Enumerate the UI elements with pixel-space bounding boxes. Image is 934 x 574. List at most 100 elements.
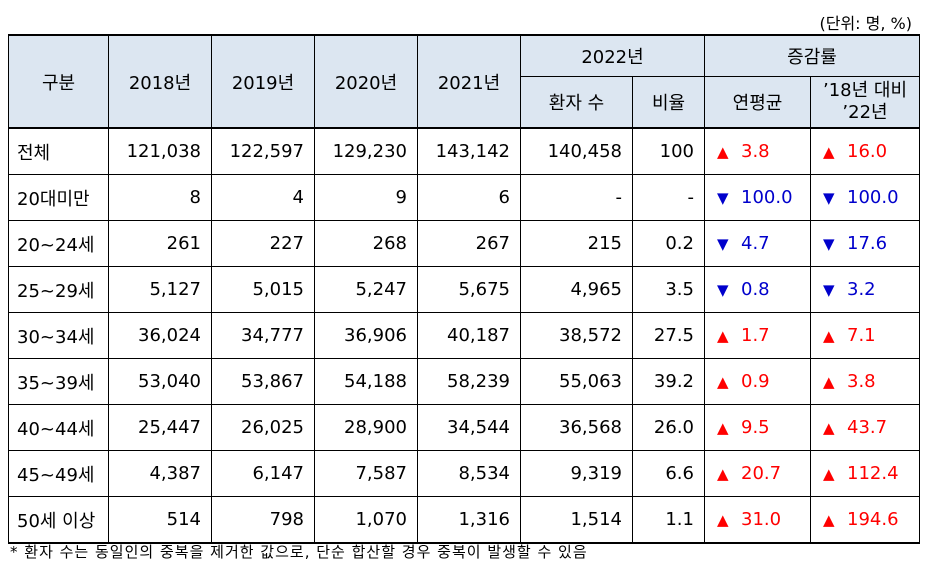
cell-annual-average: ▲ 31.0 [704, 496, 811, 544]
header-row-2: 환자 수 비율 연평균 ’18년 대비 ’22년 [9, 76, 920, 129]
cell-vs-2018: ▲ 43.7 [810, 404, 920, 451]
header-2021: 2021년 [417, 34, 521, 129]
row-label: 25~29세 [8, 266, 109, 313]
cell-annual-average: ▲ 0.9 [704, 358, 811, 405]
change-value: 1.7 [741, 325, 770, 346]
increase-arrow-icon: ▲ [823, 465, 835, 483]
cell-2018: 53,040 [108, 358, 212, 405]
row-label: 20대미만 [8, 174, 109, 221]
header-2018: 2018년 [108, 34, 212, 129]
increase-arrow-icon: ▲ [823, 419, 835, 437]
cell-2022-ratio: 100 [632, 127, 705, 175]
cell-2020: 129,230 [314, 127, 418, 175]
row-label: 전체 [8, 127, 109, 175]
cell-vs-2018: ▲ 3.8 [810, 358, 920, 405]
change-value: 3.8 [741, 141, 770, 162]
cell-2022-ratio: 27.5 [632, 312, 705, 359]
footnote: * 환자 수는 동일인의 중복을 제거한 값으로, 단순 합산할 경우 중복이 … [10, 543, 588, 561]
cell-2019: 26,025 [211, 404, 315, 451]
header-vs-2018-line2: ’22년 [842, 102, 888, 123]
cell-2022-patients: 55,063 [520, 358, 633, 405]
increase-arrow-icon: ▲ [717, 143, 729, 161]
cell-2019: 227 [211, 220, 315, 267]
table-row: 45~49세 4,387 6,147 7,587 8,534 9,319 6.6 ▲ 20.7 ▲… [8, 450, 920, 497]
cell-2019: 34,777 [211, 312, 315, 359]
decrease-arrow-icon: ▼ [823, 281, 835, 299]
cell-2019: 53,867 [211, 358, 315, 405]
cell-2021: 143,142 [417, 127, 521, 175]
cell-vs-2018: ▲ 16.0 [810, 127, 920, 175]
change-value: 3.8 [847, 371, 876, 392]
change-value: 194.6 [847, 509, 899, 530]
cell-annual-average: ▼ 0.8 [704, 266, 811, 313]
cell-2021: 1,316 [417, 496, 521, 544]
increase-arrow-icon: ▲ [717, 511, 729, 529]
increase-arrow-icon: ▲ [823, 373, 835, 391]
cell-2020: 1,070 [314, 496, 418, 544]
increase-arrow-icon: ▲ [717, 327, 729, 345]
cell-2018: 514 [108, 496, 212, 544]
cell-2022-ratio: 26.0 [632, 404, 705, 451]
change-value: 112.4 [847, 463, 899, 484]
cell-2020: 268 [314, 220, 418, 267]
change-value: 17.6 [847, 233, 888, 254]
cell-2020: 5,247 [314, 266, 418, 313]
cell-2021: 34,544 [417, 404, 521, 451]
cell-2022-patients: 36,568 [520, 404, 633, 451]
cell-2019: 6,147 [211, 450, 315, 497]
cell-2019: 5,015 [211, 266, 315, 313]
cell-2019: 798 [211, 496, 315, 544]
row-label: 20~24세 [8, 220, 109, 267]
cell-2018: 36,024 [108, 312, 212, 359]
header-2020: 2020년 [314, 34, 418, 129]
cell-2022-patients: 9,319 [520, 450, 633, 497]
row-label: 45~49세 [8, 450, 109, 497]
decrease-arrow-icon: ▼ [717, 189, 729, 207]
cell-2022-patients: - [520, 174, 633, 221]
cell-2022-ratio: 39.2 [632, 358, 705, 405]
header-ratio: 비율 [632, 76, 705, 129]
table-row: 50세 이상 514 798 1,070 1,316 1,514 1.1 ▲ 31.0 ▲ 194.… [8, 496, 920, 544]
cell-2018: 261 [108, 220, 212, 267]
cell-vs-2018: ▼ 100.0 [810, 174, 920, 221]
change-value: 0.9 [741, 371, 770, 392]
cell-vs-2018: ▲ 7.1 [810, 312, 920, 359]
cell-2022-ratio: - [632, 174, 705, 221]
table-row: 30~34세 36,024 34,777 36,906 40,187 38,572 27.5… [8, 312, 920, 359]
decrease-arrow-icon: ▼ [823, 235, 835, 253]
cell-2018: 8 [108, 174, 212, 221]
increase-arrow-icon: ▲ [823, 327, 835, 345]
cell-2021: 6 [417, 174, 521, 221]
row-label: 30~34세 [8, 312, 109, 359]
cell-2018: 25,447 [108, 404, 212, 451]
increase-arrow-icon: ▲ [717, 419, 729, 437]
header-patients: 환자 수 [520, 76, 633, 129]
cell-2020: 7,587 [314, 450, 418, 497]
cell-2018: 5,127 [108, 266, 212, 313]
change-value: 100.0 [847, 187, 899, 208]
cell-vs-2018: ▼ 17.6 [810, 220, 920, 267]
cell-annual-average: ▼ 4.7 [704, 220, 811, 267]
table-row: 20대미만 8 4 9 6- - ▼ 100.0 ▼ 100.0 [8, 174, 920, 221]
change-value: 4.7 [741, 233, 770, 254]
cell-2018: 121,038 [108, 127, 212, 175]
cell-2022-patients: 38,572 [520, 312, 633, 359]
patient-statistics-table: 구분 2018년 2019년 2020년 2021년 2022년 증감률 환자 … [8, 34, 920, 544]
cell-2021: 267 [417, 220, 521, 267]
decrease-arrow-icon: ▼ [717, 281, 729, 299]
cell-annual-average: ▲ 3.8 [704, 127, 811, 175]
cell-annual-average: ▲ 20.7 [704, 450, 811, 497]
cell-2019: 122,597 [211, 127, 315, 175]
cell-annual-average: ▲ 9.5 [704, 404, 811, 451]
cell-2021: 8,534 [417, 450, 521, 497]
table-row: 40~44세 25,447 26,025 28,900 34,544 36,568 26.0… [8, 404, 920, 451]
cell-2021: 5,675 [417, 266, 521, 313]
table-body: 전체 121,038 122,597 129,230 143,142 140,458 100… [8, 127, 920, 544]
cell-2022-ratio: 3.5 [632, 266, 705, 313]
cell-annual-average: ▼ 100.0 [704, 174, 811, 221]
row-label: 40~44세 [8, 404, 109, 451]
cell-2022-patients: 4,965 [520, 266, 633, 313]
cell-annual-average: ▲ 1.7 [704, 312, 811, 359]
header-2022: 2022년 [520, 34, 705, 77]
header-row-1: 구분 2018년 2019년 2020년 2021년 2022년 증감률 [8, 34, 920, 129]
